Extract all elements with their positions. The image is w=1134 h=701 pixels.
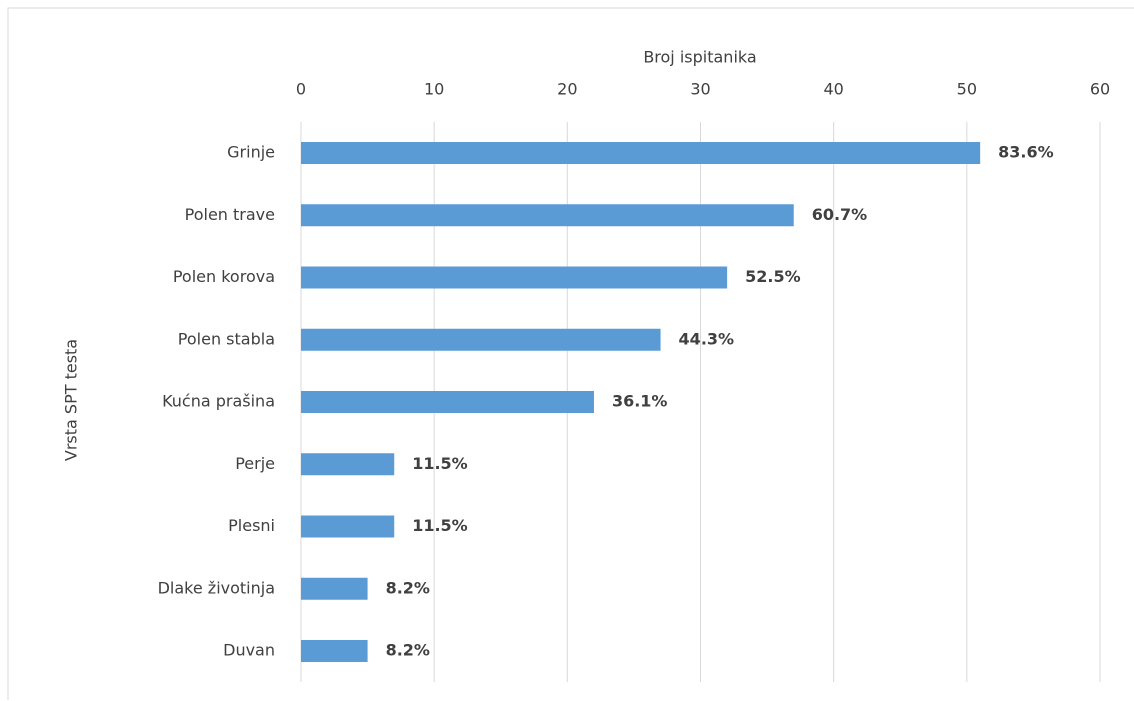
data-label: 60.7% — [812, 205, 868, 224]
bar — [301, 453, 395, 476]
x-tick-label: 0 — [296, 80, 306, 99]
y-tick-label: Polen stabla — [178, 329, 275, 348]
x-tick-label: 20 — [557, 80, 577, 99]
x-tick-label: 50 — [957, 80, 977, 99]
bar — [301, 515, 395, 538]
y-tick-label: Perje — [235, 454, 275, 473]
chart-frame — [7, 7, 1134, 700]
y-tick-label: Plesni — [228, 516, 275, 535]
bar — [301, 328, 661, 351]
y-axis-title: Vrsta SPT testa — [62, 339, 81, 461]
data-label: 8.2% — [386, 578, 430, 597]
y-tick-label: Duvan — [223, 641, 275, 660]
x-axis-title: Broj ispitanika — [643, 48, 756, 67]
data-label: 8.2% — [386, 641, 430, 660]
y-tick-label: Kućna prašina — [162, 392, 275, 411]
bar — [301, 142, 981, 164]
data-label: 44.3% — [679, 329, 735, 348]
bar — [301, 204, 794, 227]
y-tick-label: Polen korova — [173, 267, 275, 286]
x-tick-label: 60 — [1090, 80, 1110, 99]
y-tick-label: Grinje — [227, 143, 275, 162]
data-label: 11.5% — [412, 516, 468, 535]
data-label: 52.5% — [745, 267, 801, 286]
bar — [301, 266, 728, 289]
bar — [301, 640, 368, 662]
y-tick-label: Dlake životinja — [158, 578, 275, 597]
bar — [301, 577, 368, 600]
x-tick-label: 30 — [690, 80, 710, 99]
data-label: 11.5% — [412, 454, 468, 473]
y-tick-label: Polen trave — [185, 205, 275, 224]
x-tick-label: 10 — [424, 80, 444, 99]
data-label: 83.6% — [998, 143, 1054, 162]
x-tick-label: 40 — [823, 80, 843, 99]
bar — [301, 391, 594, 413]
data-label: 36.1% — [612, 392, 668, 411]
